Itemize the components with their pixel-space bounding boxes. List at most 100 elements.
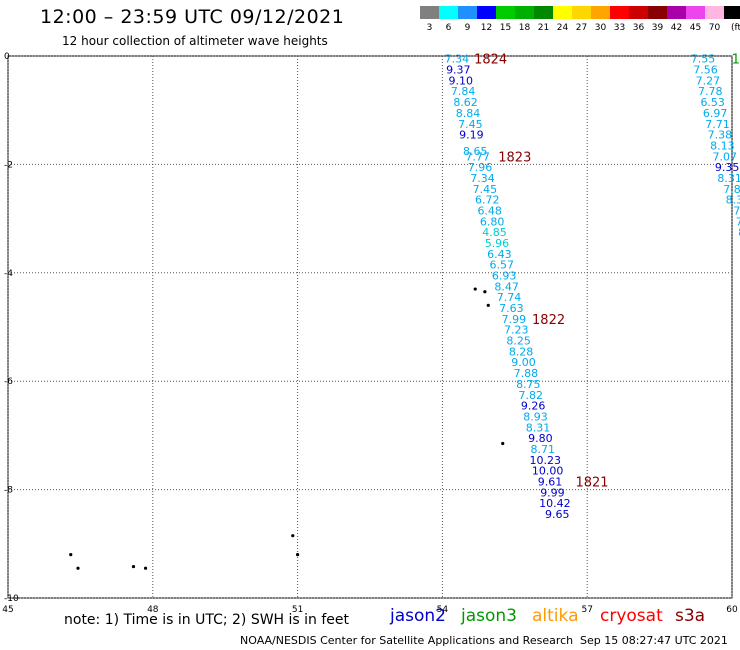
wave-height-label: 8.65: [463, 145, 488, 158]
wave-height-label: 7.45: [473, 183, 498, 196]
wave-height-label: 6.53: [700, 96, 725, 109]
wave-height-label: 7.82: [518, 389, 543, 402]
wave-height-label: 9.00: [511, 356, 536, 369]
wave-height-label: 8.71: [531, 443, 556, 456]
legend-item: cryosat: [600, 606, 663, 626]
wave-height-label: 9.35: [715, 161, 740, 174]
lat-tick-label: -4: [4, 269, 13, 279]
scale-swatch: [534, 6, 553, 19]
scale-label: 33: [613, 23, 626, 33]
wave-height-label: 7.96: [468, 161, 493, 174]
lon-tick-label: 57: [581, 605, 592, 615]
wave-height-label: 7: [736, 215, 740, 228]
wave-height-label: 9.80: [528, 432, 553, 445]
scale-swatch: [629, 6, 648, 19]
wave-height-label: 7.74: [497, 291, 522, 304]
wave-height-label: 7.45: [458, 118, 483, 131]
scale-swatch: [705, 6, 724, 19]
scale-label: 21: [537, 23, 550, 33]
wave-height-label: 4.85: [482, 226, 507, 239]
wave-height-label: 7.23: [504, 324, 529, 337]
timestamp: Sep 15 08:27:47 UTC 2021: [580, 634, 728, 647]
wave-height-label: 7.27: [696, 74, 721, 87]
lon-tick-label: 54: [437, 605, 449, 615]
wave-height-label: 8.62: [453, 96, 478, 109]
time-label: 1822: [532, 313, 565, 328]
scale-label: 9: [464, 23, 471, 33]
wave-height-label: 6.72: [475, 194, 500, 207]
lon-tick-label: 60: [726, 605, 738, 615]
scale-swatch: [667, 6, 686, 19]
wave-height-label: 8.75: [516, 378, 541, 391]
scale-swatch: [572, 6, 591, 19]
scale-label: 24: [556, 23, 569, 33]
page-subtitle: 12 hour collection of altimeter wave hei…: [62, 34, 328, 48]
wave-height-label: 8.28: [509, 345, 534, 358]
scale-swatch: [439, 6, 458, 19]
lat-tick-label: -6: [4, 377, 13, 387]
time-label: 181: [732, 53, 740, 68]
wave-height-label: 9.99: [540, 486, 565, 499]
island-marker: [483, 290, 487, 294]
island-marker: [486, 303, 490, 307]
island-marker: [131, 564, 136, 569]
wave-height-label: 7.56: [693, 64, 718, 77]
wave-height-label: 8.31: [717, 172, 740, 185]
wave-height-label: 8.31: [526, 421, 551, 434]
wave-height-label: 8.3: [726, 194, 740, 207]
island-marker: [473, 287, 477, 291]
island-marker: [296, 553, 300, 557]
legend-item: s3a: [675, 606, 706, 626]
scale-swatch: [496, 6, 515, 19]
scale-swatch: [648, 6, 667, 19]
lon-tick-label: 45: [2, 605, 13, 615]
wave-height-label: 7.78: [698, 85, 723, 98]
wave-height-label: 7.99: [502, 313, 527, 326]
island-marker: [501, 441, 505, 446]
wave-height-label: 9.19: [459, 129, 484, 142]
scale-label: 30: [594, 23, 607, 33]
scale-swatch: [515, 6, 534, 19]
wave-height-label: 7.55: [691, 53, 716, 66]
wave-height-label: 6.57: [490, 259, 515, 272]
wave-height-label: 6.93: [492, 270, 517, 283]
wave-height-label: 9.65: [545, 508, 570, 521]
wave-height-label: 7.77: [465, 150, 490, 163]
wave-height-label: 9.10: [448, 74, 473, 87]
scale-swatch: [458, 6, 477, 19]
lat-tick-label: 0: [4, 52, 10, 62]
time-label: 1821: [575, 475, 608, 490]
scale-label: 12: [480, 23, 493, 33]
lat-tick-label: -2: [4, 160, 13, 170]
wave-height-label: 7.8: [723, 183, 740, 196]
island-marker: [291, 534, 295, 538]
scale-swatch: [610, 6, 629, 19]
wave-height-label: 7.88: [514, 367, 539, 380]
scale-label: 42: [670, 23, 683, 33]
wave-height-label: 9.61: [538, 475, 563, 488]
time-label: 1824: [474, 53, 507, 68]
island-marker: [76, 566, 80, 570]
scale-label: 36: [632, 23, 645, 33]
wave-height-label: 8.93: [523, 410, 548, 423]
island-marker: [143, 566, 148, 570]
page-title: 12:00 – 23:59 UTC 09/12/2021: [40, 6, 345, 28]
wave-height-label: 7: [733, 204, 740, 217]
wave-height-label: 7.84: [451, 85, 476, 98]
scale-label: 18: [518, 23, 531, 33]
scale-label: 70: [708, 23, 721, 33]
wave-height-label: 8: [738, 226, 740, 239]
wave-height-label: 6.97: [703, 107, 728, 120]
wave-height-label: 7.34: [445, 53, 470, 66]
wave-height-label: 10.00: [532, 465, 564, 478]
scale-swatch: [477, 6, 496, 19]
wave-height-label: 8.13: [710, 139, 735, 152]
wave-height-label: 8.84: [456, 107, 481, 120]
scale-label: 6: [445, 23, 452, 33]
wave-height-label: 6.48: [477, 204, 502, 217]
wave-height-label: 8.25: [506, 335, 531, 348]
legend-item: jason3: [461, 606, 517, 626]
wave-height-label: 7.38: [708, 129, 733, 142]
scale-swatch: [724, 6, 740, 19]
